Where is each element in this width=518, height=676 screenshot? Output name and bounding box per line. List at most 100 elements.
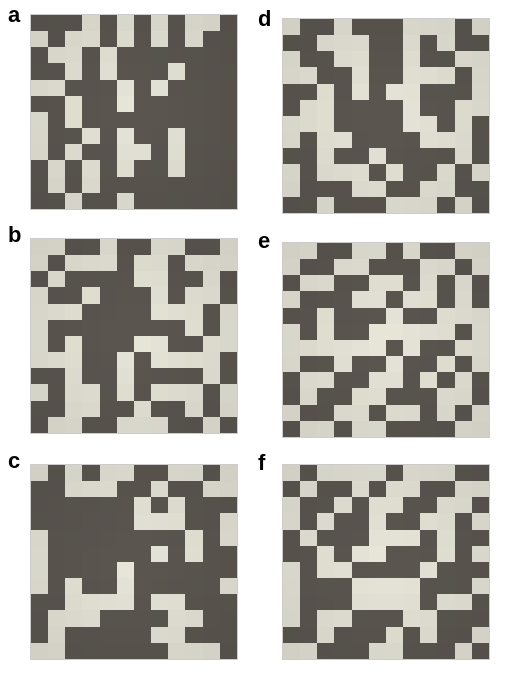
grid-cell bbox=[437, 164, 454, 180]
grid-cell bbox=[369, 594, 386, 610]
grid-cell bbox=[31, 562, 48, 578]
grid-cell bbox=[369, 546, 386, 562]
grid-cell bbox=[168, 304, 185, 320]
grid-cell bbox=[455, 181, 472, 197]
grid-cell bbox=[82, 497, 99, 513]
grid-cell bbox=[203, 177, 220, 193]
grid-cell bbox=[283, 132, 300, 148]
grid-cell bbox=[168, 465, 185, 481]
grid-cell bbox=[65, 193, 82, 209]
grid-cell bbox=[48, 643, 65, 659]
grid-cell bbox=[100, 643, 117, 659]
grid-cell bbox=[300, 627, 317, 643]
grid-cell bbox=[472, 465, 489, 481]
grid-cell bbox=[48, 287, 65, 303]
grid-cell bbox=[369, 243, 386, 259]
grid-cell bbox=[455, 421, 472, 437]
grid-cell bbox=[283, 19, 300, 35]
grid-cell bbox=[151, 497, 168, 513]
grid-cell bbox=[437, 291, 454, 307]
grid-cell bbox=[168, 255, 185, 271]
grid-cell bbox=[300, 513, 317, 529]
grid-cell bbox=[352, 132, 369, 148]
grid-cell bbox=[455, 243, 472, 259]
grid-cell bbox=[117, 562, 134, 578]
grid-cell bbox=[220, 465, 237, 481]
grid-cell bbox=[403, 132, 420, 148]
grid-cell bbox=[117, 177, 134, 193]
grid-cell bbox=[386, 308, 403, 324]
grid-cell bbox=[420, 465, 437, 481]
grid-cell bbox=[134, 47, 151, 63]
grid-cell bbox=[100, 384, 117, 400]
grid-cell bbox=[134, 304, 151, 320]
grid-cell bbox=[403, 610, 420, 626]
grid-cell bbox=[437, 627, 454, 643]
panel-label-c: c bbox=[8, 448, 20, 474]
grid-cell bbox=[117, 80, 134, 96]
grid-cell bbox=[220, 239, 237, 255]
grid-cell bbox=[317, 164, 334, 180]
grid-cell bbox=[203, 546, 220, 562]
grid-cell bbox=[472, 594, 489, 610]
grid-cell bbox=[283, 259, 300, 275]
grid-cell bbox=[48, 465, 65, 481]
grid-cell bbox=[65, 594, 82, 610]
grid-cell bbox=[31, 80, 48, 96]
grid-cell bbox=[283, 275, 300, 291]
grid-cell bbox=[472, 19, 489, 35]
grid-cell bbox=[420, 340, 437, 356]
grid-cell bbox=[352, 51, 369, 67]
grid-cell bbox=[220, 144, 237, 160]
grid-cell bbox=[420, 578, 437, 594]
grid-cell bbox=[134, 546, 151, 562]
grid-cell bbox=[352, 465, 369, 481]
grid-cell bbox=[185, 417, 202, 433]
grid-cell bbox=[48, 384, 65, 400]
grid-cell bbox=[117, 594, 134, 610]
grid-cell bbox=[168, 481, 185, 497]
grid-cell bbox=[386, 67, 403, 83]
grid-cell bbox=[283, 578, 300, 594]
grid-cell bbox=[386, 51, 403, 67]
grid-cell bbox=[403, 562, 420, 578]
grid-cell bbox=[48, 481, 65, 497]
grid-cell bbox=[48, 63, 65, 79]
grid-cell bbox=[472, 132, 489, 148]
grid-cell bbox=[100, 417, 117, 433]
grid-cell bbox=[134, 384, 151, 400]
grid-cell bbox=[334, 421, 351, 437]
grid-cell bbox=[82, 80, 99, 96]
panel-label-e: e bbox=[258, 228, 270, 254]
grid-cell bbox=[134, 177, 151, 193]
grid-cell bbox=[134, 193, 151, 209]
grid-cell bbox=[117, 530, 134, 546]
grid-cell bbox=[455, 578, 472, 594]
grid-cell bbox=[168, 610, 185, 626]
grid-cell bbox=[334, 578, 351, 594]
grid-cell bbox=[100, 352, 117, 368]
grid-cell bbox=[82, 401, 99, 417]
grid-cell bbox=[168, 384, 185, 400]
grid-cell bbox=[369, 356, 386, 372]
grid-cell bbox=[334, 291, 351, 307]
grid-cell bbox=[472, 148, 489, 164]
grid-cell bbox=[117, 255, 134, 271]
grid-cell bbox=[369, 100, 386, 116]
grid-cell bbox=[420, 421, 437, 437]
grid-cell bbox=[334, 35, 351, 51]
grid-cell bbox=[403, 530, 420, 546]
grid-cell bbox=[352, 594, 369, 610]
grid-cell bbox=[168, 562, 185, 578]
grid-cell bbox=[134, 417, 151, 433]
grid-cell bbox=[31, 239, 48, 255]
grid-cell bbox=[220, 271, 237, 287]
grid-cell bbox=[220, 481, 237, 497]
grid-cell bbox=[48, 368, 65, 384]
grid-cell bbox=[300, 530, 317, 546]
grid-cell bbox=[220, 160, 237, 176]
panel-label-d: d bbox=[258, 6, 271, 32]
grid-cell bbox=[317, 324, 334, 340]
grid-cell bbox=[31, 47, 48, 63]
grid-cell bbox=[455, 116, 472, 132]
